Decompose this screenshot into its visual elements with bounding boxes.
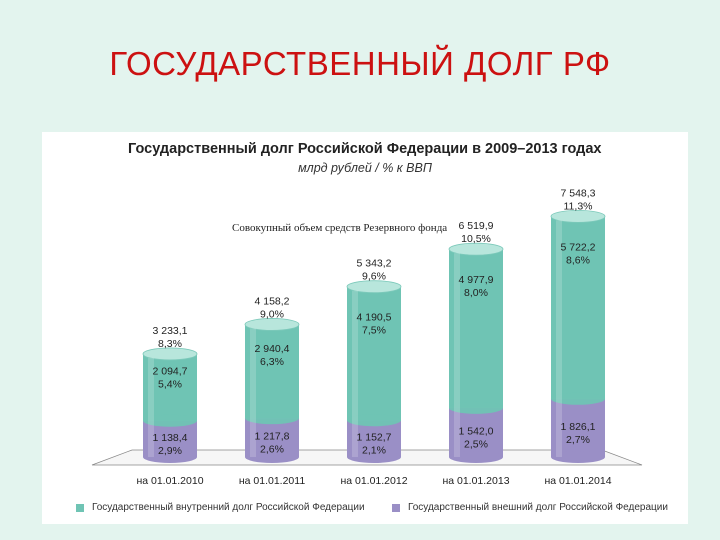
bar-highlight-4 [556,220,562,457]
bar-external-4 [551,398,605,457]
total-value-label-3: 6 519,9 [458,220,493,232]
total-value-label-1: 4 158,2 [254,295,289,307]
bar-domestic-2 [347,286,401,421]
bar-seam-0 [143,414,197,427]
category-label-1: на 01.01.2011 [239,475,305,487]
total-pct-label-0: 8,3% [158,338,182,350]
domestic-pct-label-1: 6,3% [260,356,284,368]
total-value-label-2: 5 343,2 [356,258,391,270]
external-pct-label-4: 2,7% [566,434,590,446]
bar-highlight-1 [250,328,256,457]
bar-top-0 [142,347,198,361]
bar-external-0 [143,420,197,457]
external-pct-label-2: 2,1% [362,445,386,457]
bar-external-base-0 [143,451,197,463]
external-pct-label-0: 2,9% [158,445,182,457]
legend-item-external: Государственный внешний долг Российской … [392,502,668,513]
bar-external-3 [449,407,503,457]
bar-top-4 [550,209,606,223]
chart-subtitle: млрд рублей / % к ВВП [298,161,432,175]
total-pct-label-1: 9,0% [260,308,284,320]
domestic-pct-label-3: 8,0% [464,287,488,299]
external-value-label-0: 1 138,4 [152,432,187,444]
bar-domestic-1 [245,324,299,419]
category-label-4: на 01.01.2014 [544,475,611,487]
domestic-pct-label-2: 7,5% [362,325,386,337]
chart-panel: 2 094,7 5,4% 1 138,4 2,9% 3 233,1 8,3% на 01.0… [42,132,688,524]
bar-external-2 [347,420,401,457]
bar-highlight-0 [148,357,154,457]
bar-highlight-3 [454,253,460,457]
bar-domestic-0 [143,353,197,421]
total-pct-label-4: 11,3% [564,200,593,212]
bar-external-base-2 [347,451,401,463]
domestic-value-label-2: 4 190,5 [356,312,391,324]
total-pct-label-2: 9,6% [362,271,386,283]
domestic-value-label-4: 5 722,2 [560,241,595,253]
bar-top-1 [244,318,300,331]
external-value-label-4: 1 826,1 [560,421,595,433]
bar-seam-4 [551,392,605,405]
reserve-fund-note: Совокупный объем средств Резервного фонд… [232,222,448,234]
bar-highlight-2 [352,290,358,457]
bar-external-base-3 [449,451,503,463]
legend-item-domestic: Государственный внутренний долг Российск… [76,502,365,513]
external-value-label-2: 1 152,7 [356,432,391,444]
category-label-2: на 01.01.2012 [340,475,407,487]
domestic-value-label-0: 2 094,7 [152,366,187,378]
stacked-bar-chart: 2 094,75,4% 1 138,42,9% 3 233,18,3% на 01.0… [91,187,643,487]
domestic-value-label-3: 4 977,9 [458,274,493,286]
legend-label-domestic: Государственный внутренний долг Российск… [92,502,365,513]
bar-domestic-3 [449,249,503,408]
external-value-label-1: 1 217,8 [254,431,289,443]
bar-seam-1 [245,412,299,425]
bar-external-base-4 [551,451,605,463]
slide-title: ГОСУДАРСТВЕННЫЙ ДОЛГ РФ [109,45,611,82]
total-value-label-0: 3 233,1 [152,325,187,337]
bar-domestic-4 [551,216,605,399]
legend-label-external: Государственный внешний долг Российской … [408,502,668,513]
external-pct-label-3: 2,5% [464,438,488,450]
domestic-value-label-1: 2 940,4 [254,343,289,355]
bar-top-3 [448,242,504,256]
bar-external-base-1 [245,451,299,463]
total-pct-label-3: 10,5% [461,233,491,245]
domestic-pct-label-4: 8,6% [566,254,590,266]
external-value-label-3: 1 542,0 [458,425,493,437]
bar-seam-3 [449,401,503,414]
domestic-pct-label-0: 5,4% [158,379,182,391]
total-value-label-4: 7 548,3 [560,187,595,199]
external-pct-label-1: 2,6% [260,444,284,456]
bar-external-1 [245,418,299,457]
chart-title: Государственный долг Российской Федераци… [128,141,602,157]
legend-swatch-domestic [76,503,84,512]
category-label-3: на 01.01.2013 [442,475,509,487]
bar-top-2 [346,280,402,294]
bar-seam-2 [347,414,401,427]
legend-swatch-external [392,503,400,512]
category-label-0: на 01.01.2010 [136,475,203,487]
